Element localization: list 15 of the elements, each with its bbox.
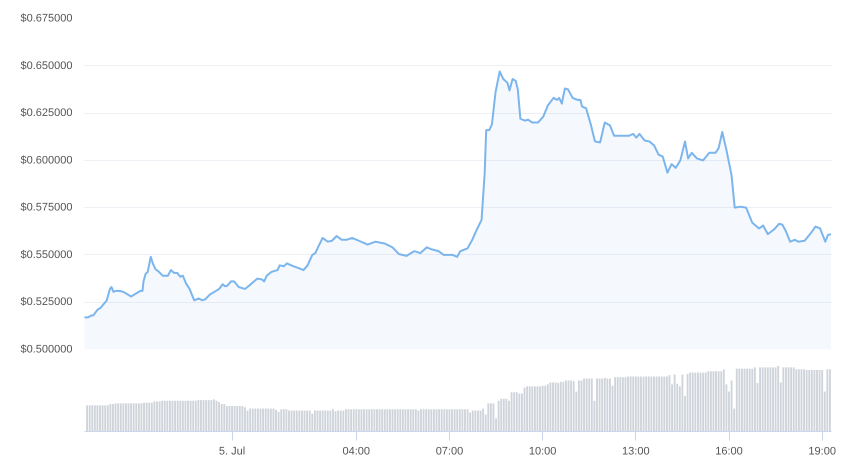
- y-tick-label: $0.625000: [20, 107, 72, 120]
- x-tick-label: 13:00: [622, 446, 650, 458]
- y-tick-label: $0.550000: [20, 248, 72, 261]
- x-tick-label: 04:00: [342, 446, 370, 458]
- y-tick-label: $0.675000: [20, 12, 72, 24]
- y-tick-label: $0.500000: [20, 344, 72, 356]
- y-tick-label: $0.650000: [20, 60, 72, 72]
- y-tick-label: $0.575000: [20, 202, 72, 214]
- y-tick-label: $0.525000: [20, 296, 72, 308]
- y-tick-label: $0.600000: [20, 154, 72, 166]
- x-tick-label: 16:00: [715, 446, 743, 458]
- x-tick-label: 07:00: [436, 446, 464, 458]
- x-tick-label: 5. Jul: [218, 446, 246, 458]
- x-tick-label: 10:00: [528, 446, 556, 458]
- x-tick-label: 19:00: [808, 446, 836, 458]
